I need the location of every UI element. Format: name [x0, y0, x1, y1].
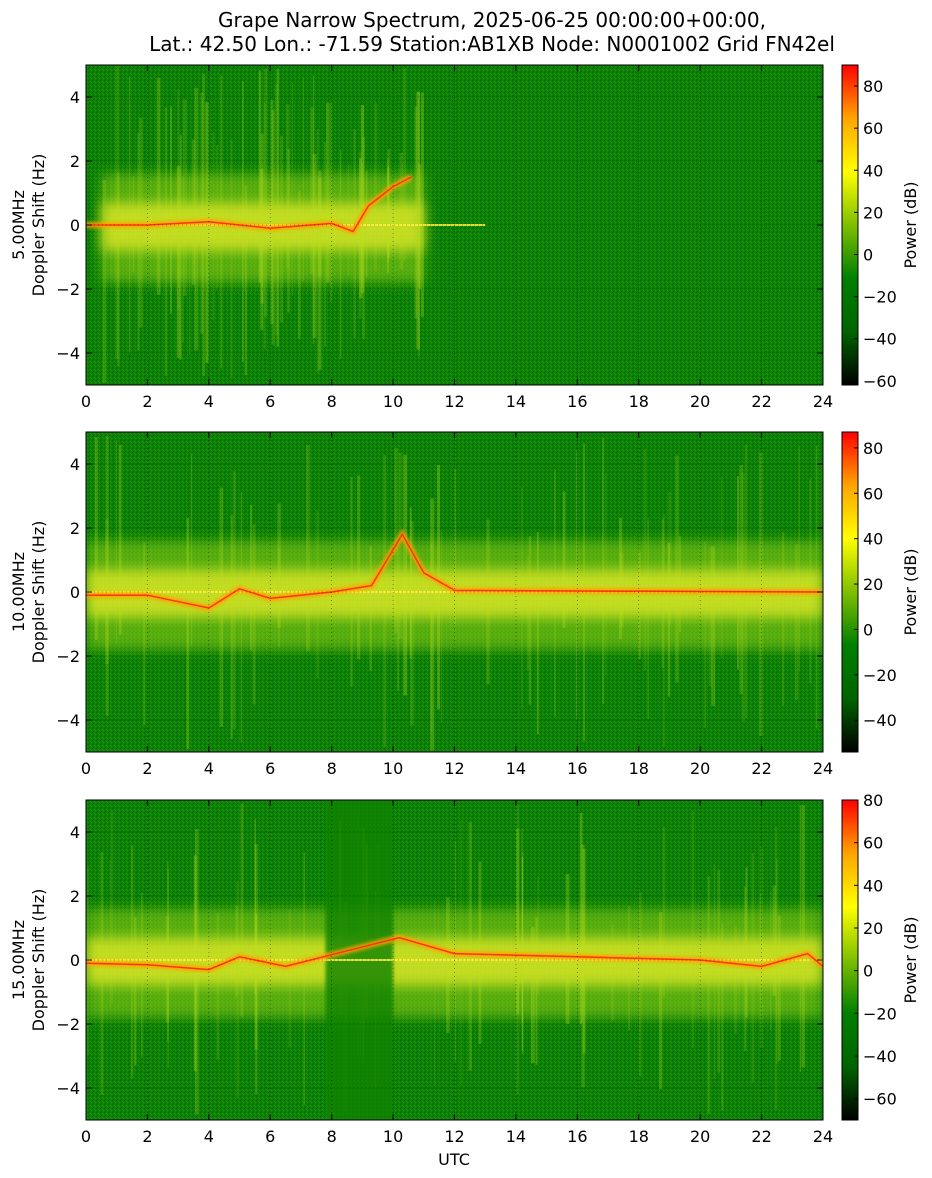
colorbar-tick-label: 20 — [863, 919, 883, 938]
x-tick-label: 8 — [327, 392, 337, 411]
colorbar-label: Power (dB) — [901, 548, 920, 635]
x-tick-label: 0 — [81, 1127, 91, 1146]
x-tick-label: 12 — [444, 759, 464, 778]
x-tick-label: 18 — [629, 1127, 649, 1146]
x-tick-label: 14 — [506, 759, 526, 778]
colorbar-label: Power (dB) — [901, 181, 920, 268]
colorbar-tick-label: −20 — [863, 666, 897, 685]
x-tick-label: 10 — [383, 1127, 403, 1146]
colorbar-tick-label: 60 — [863, 119, 883, 138]
y-tick-label: 4 — [70, 455, 80, 474]
figure-title-line-2: Lat.: 42.50 Lon.: -71.59 Station:AB1XB N… — [149, 32, 835, 56]
y-tick-label: 0 — [70, 951, 80, 970]
y-tick-label: 2 — [70, 519, 80, 538]
frequency-label: 10.00MHz — [9, 552, 28, 632]
x-tick-label: 18 — [629, 759, 649, 778]
y-tick-label: 2 — [70, 152, 80, 171]
x-tick-label: 20 — [690, 392, 710, 411]
y-tick-label: 4 — [70, 823, 80, 842]
y-tick-label: −4 — [56, 344, 80, 363]
colorbar — [841, 64, 859, 386]
y-tick-label: −2 — [56, 647, 80, 666]
x-tick-label: 16 — [567, 759, 587, 778]
x-tick-label: 0 — [81, 759, 91, 778]
colorbar-tick-label: −20 — [863, 1004, 897, 1023]
spectrogram-image — [86, 800, 823, 1120]
x-tick-label: 6 — [265, 392, 275, 411]
colorbar-tick-label: 60 — [863, 834, 883, 853]
y-tick-label: 2 — [70, 887, 80, 906]
colorbar-tick-label: −40 — [863, 1047, 897, 1066]
colorbar-tick-label: −40 — [863, 330, 897, 349]
x-axis-label: UTC — [438, 1150, 470, 1169]
x-tick-label: 12 — [444, 392, 464, 411]
x-tick-label: 4 — [204, 1127, 214, 1146]
y-tick-label: −4 — [56, 711, 80, 730]
y-tick-label: −2 — [56, 1015, 80, 1034]
colorbar-label: Power (dB) — [901, 916, 920, 1003]
x-tick-label: 8 — [327, 1127, 337, 1146]
colorbar-tick-label: 40 — [863, 161, 883, 180]
x-tick-label: 18 — [629, 392, 649, 411]
figure-title-line-1: Grape Narrow Spectrum, 2025-06-25 00:00:… — [218, 8, 766, 32]
y-tick-label: 4 — [70, 88, 80, 107]
colorbar-tick-label: 80 — [863, 439, 883, 458]
colorbar-tick-label: 20 — [863, 575, 883, 594]
colorbar-tick-label: 80 — [863, 791, 883, 810]
x-tick-label: 10 — [383, 759, 403, 778]
x-tick-label: 0 — [81, 392, 91, 411]
colorbar-tick-label: 40 — [863, 876, 883, 895]
x-tick-label: 6 — [265, 1127, 275, 1146]
x-tick-label: 4 — [204, 759, 214, 778]
x-tick-label: 16 — [567, 392, 587, 411]
frequency-label: 15.00MHz — [9, 920, 28, 1000]
x-tick-label: 22 — [751, 1127, 771, 1146]
y-tick-label: 0 — [70, 583, 80, 602]
colorbar-tick-label: 40 — [863, 530, 883, 549]
colorbar-tick-label: 0 — [863, 245, 873, 264]
y-axis-label: Doppler Shift (Hz) — [29, 889, 48, 1032]
x-tick-label: 22 — [751, 759, 771, 778]
x-tick-label: 14 — [506, 1127, 526, 1146]
colorbar-tick-label: −60 — [863, 1090, 897, 1109]
x-tick-label: 16 — [567, 1127, 587, 1146]
x-tick-label: 2 — [142, 392, 152, 411]
y-tick-label: −4 — [56, 1079, 80, 1098]
colorbar-tick-label: −20 — [863, 288, 897, 307]
frequency-label: 5.00MHz — [9, 190, 28, 260]
y-tick-label: −2 — [56, 280, 80, 299]
x-tick-label: 24 — [813, 392, 833, 411]
colorbar-tick-label: 20 — [863, 203, 883, 222]
x-tick-label: 4 — [204, 392, 214, 411]
x-tick-label: 10 — [383, 392, 403, 411]
x-tick-label: 24 — [813, 1127, 833, 1146]
colorbar — [841, 431, 859, 753]
x-tick-label: 6 — [265, 759, 275, 778]
x-tick-label: 20 — [690, 1127, 710, 1146]
x-tick-label: 2 — [142, 759, 152, 778]
colorbar-tick-label: −60 — [863, 372, 897, 391]
colorbar-tick-label: 0 — [863, 962, 873, 981]
y-axis-label: Doppler Shift (Hz) — [29, 154, 48, 297]
x-tick-label: 20 — [690, 759, 710, 778]
colorbar-tick-label: −40 — [863, 711, 897, 730]
colorbar-tick-label: 0 — [863, 620, 873, 639]
y-axis-label: Doppler Shift (Hz) — [29, 521, 48, 664]
x-tick-label: 2 — [142, 1127, 152, 1146]
x-tick-label: 12 — [444, 1127, 464, 1146]
x-tick-label: 22 — [751, 392, 771, 411]
colorbar — [841, 799, 859, 1121]
x-tick-label: 24 — [813, 759, 833, 778]
colorbar-tick-label: 60 — [863, 484, 883, 503]
x-tick-label: 14 — [506, 392, 526, 411]
y-tick-label: 0 — [70, 216, 80, 235]
spectrogram-image — [86, 65, 823, 385]
x-tick-label: 8 — [327, 759, 337, 778]
colorbar-tick-label: 80 — [863, 77, 883, 96]
spectrogram-image — [86, 432, 823, 752]
